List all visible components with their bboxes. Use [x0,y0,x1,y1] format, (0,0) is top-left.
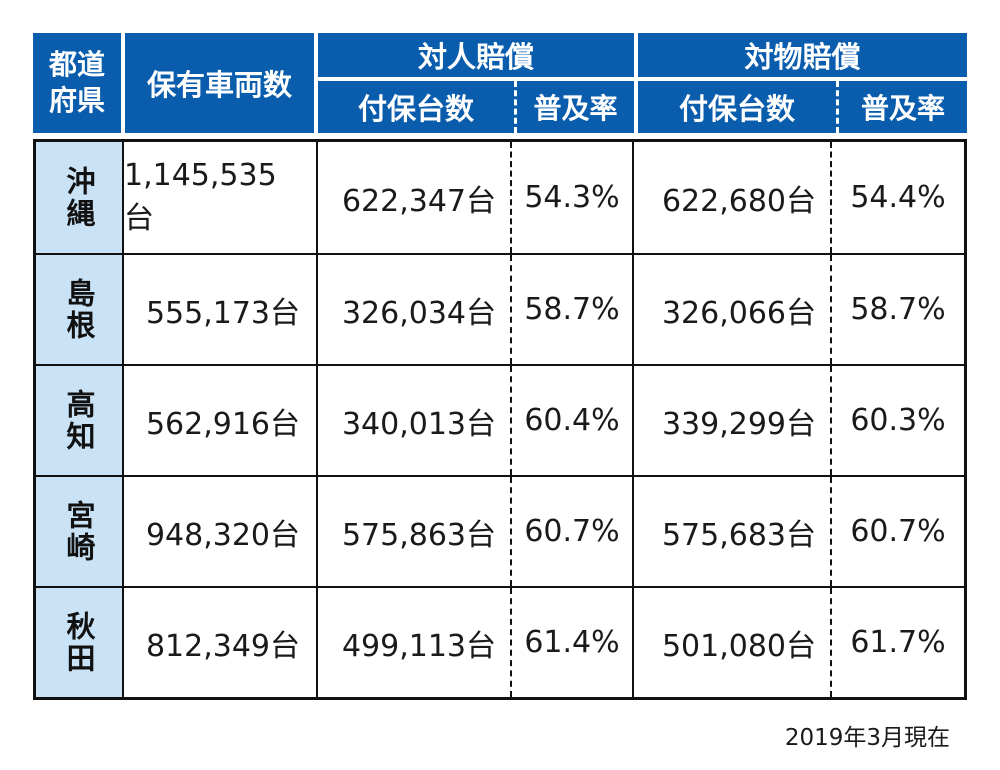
property-rate-cell: 60.7% [850,514,946,549]
table-body: 沖縄 1,145,535台 622,347台 54.3% 622,680台 54… [33,139,967,700]
table-header: 都道 府県 保有車両数 対人賠償 付保台数 普及率 対物賠償 付保台数 普及率 [33,33,967,133]
property-rate-cell: 60.3% [850,403,946,438]
prefecture-cell: 沖縄 [36,142,124,253]
as-of-date-note: 2019年3月現在 [784,725,950,751]
table-row: 宮崎 948,320台 575,863台 60.7% 575,683台 60.7… [36,475,964,586]
property-rate-cell: 61.7% [850,625,946,660]
prefecture-cell: 秋田 [36,588,124,697]
prefecture-name: 島根 [62,277,96,342]
header-group-property-liability: 対物賠償 付保台数 普及率 [638,33,967,133]
header-group-personal-liability: 対人賠償 付保台数 普及率 [318,33,634,133]
personal-insured-cell: 340,013台 [318,366,512,475]
table-row: 沖縄 1,145,535台 622,347台 54.3% 622,680台 54… [36,142,964,253]
header-personal-insured-count: 付保台数 [357,92,474,126]
personal-insured-cell: 575,863台 [318,477,512,586]
owned-vehicles-cell: 562,916台 [124,366,318,475]
header-personal-coverage-rate: 普及率 [514,81,634,133]
header-owned-vehicles: 保有車両数 [125,33,314,133]
header-property-insured-count: 付保台数 [678,92,795,126]
personal-rate-cell: 54.3% [512,142,634,253]
personal-rate-cell: 61.4% [512,588,634,697]
property-insured-cell: 622,680台 [634,142,832,253]
header-prefecture: 都道 府県 [33,33,121,133]
personal-rate-cell: 60.4% [512,366,634,475]
personal-rate-cell: 60.7% [512,477,634,586]
owned-vehicles-cell: 555,173台 [124,255,318,364]
personal-insured-cell: 326,034台 [318,255,512,364]
header-personal-liability-label: 対人賠償 [318,33,634,81]
owned-vehicles-cell: 948,320台 [124,477,318,586]
personal-rate-cell: 58.7% [512,255,634,364]
prefecture-name: 高知 [62,388,96,453]
header-property-liability-label: 対物賠償 [638,33,967,81]
table-row: 秋田 812,349台 499,113台 61.4% 501,080台 61.7… [36,586,964,697]
header-property-subrow: 付保台数 普及率 [638,81,967,133]
prefecture-cell: 高知 [36,366,124,475]
property-insured-cell: 501,080台 [634,588,832,697]
owned-vehicles-cell: 812,349台 [124,588,318,697]
table-row: 島根 555,173台 326,034台 58.7% 326,066台 58.7… [36,253,964,364]
personal-insured-cell: 622,347台 [318,142,512,253]
prefecture-name: 宮崎 [62,499,96,564]
prefecture-cell: 宮崎 [36,477,124,586]
insurance-coverage-table: 都道 府県 保有車両数 対人賠償 付保台数 普及率 対物賠償 付保台数 普及率 … [33,33,967,700]
property-insured-cell: 575,683台 [634,477,832,586]
prefecture-name: 秋田 [62,610,96,675]
property-rate-cell: 54.4% [850,180,946,215]
property-insured-cell: 339,299台 [634,366,832,475]
prefecture-name: 沖縄 [62,165,96,230]
prefecture-cell: 島根 [36,255,124,364]
property-insured-cell: 326,066台 [634,255,832,364]
table-row: 高知 562,916台 340,013台 60.4% 339,299台 60.3… [36,364,964,475]
owned-vehicles-cell: 1,145,535台 [124,142,318,253]
property-rate-cell: 58.7% [850,292,946,327]
header-personal-subrow: 付保台数 普及率 [318,81,634,133]
personal-insured-cell: 499,113台 [318,588,512,697]
header-property-coverage-rate: 普及率 [836,81,967,133]
